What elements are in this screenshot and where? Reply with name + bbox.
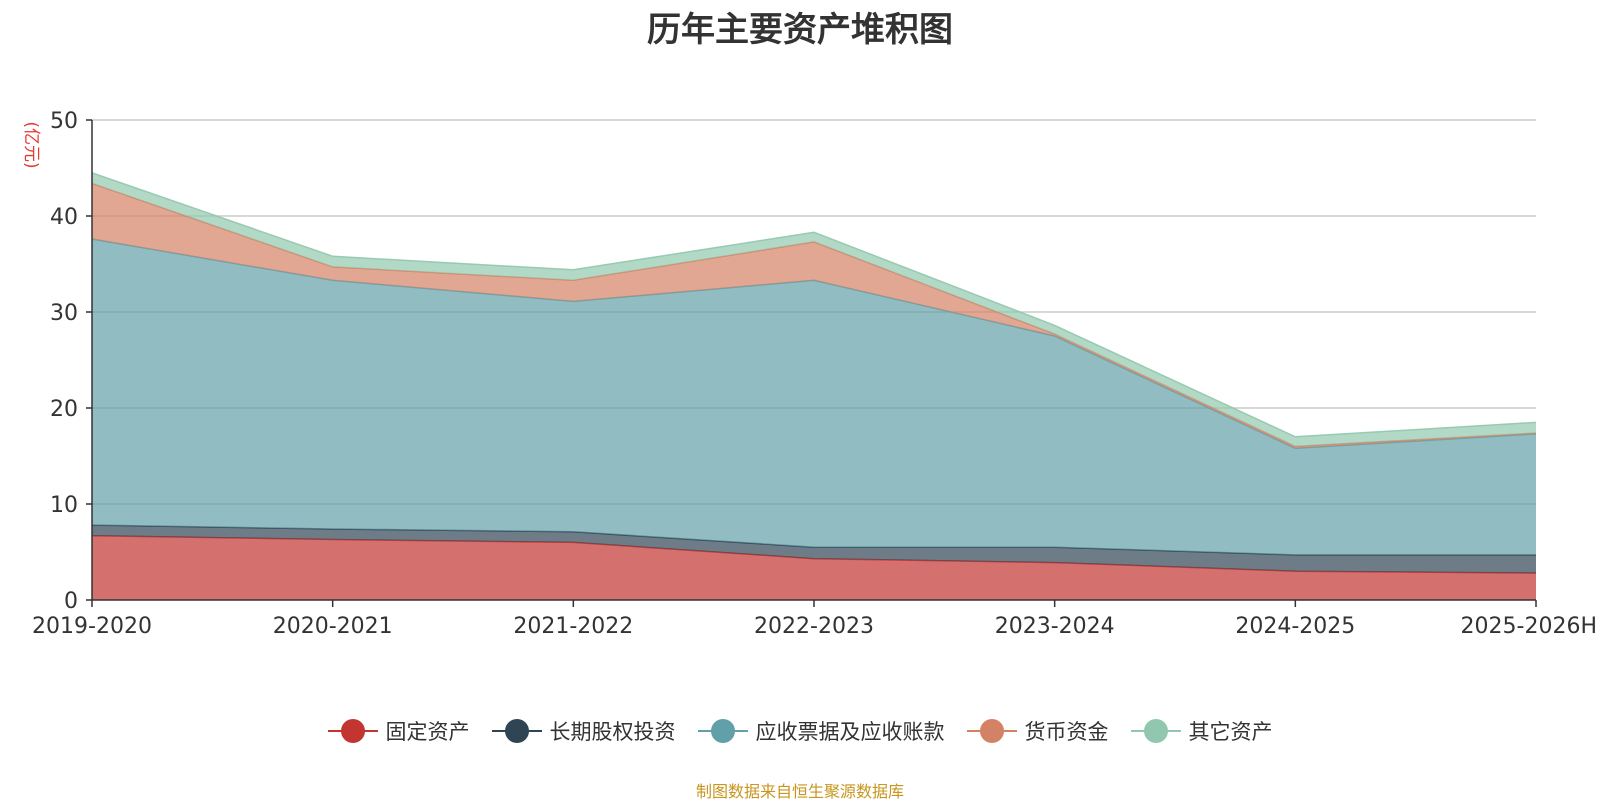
legend-dot-icon: [340, 719, 365, 743]
y-tick-label: 20: [50, 397, 78, 422]
source-note: 制图数据来自恒生聚源数据库: [695, 782, 904, 801]
legend-label: 其它资产: [1188, 720, 1273, 744]
y-tick-label: 10: [50, 493, 78, 518]
legend-swatch-icon: [697, 719, 748, 743]
area-series: [91, 172, 1537, 600]
legend: 固定资产 长期股权投资 应收票据及应收账款 货币资金 其它资产: [0, 716, 1600, 746]
x-tick-label: 2025-2026H: [1461, 614, 1597, 639]
legend-swatch-icon: [491, 719, 542, 743]
x-tick-label: 2024-2025: [1235, 614, 1355, 639]
legend-dot-icon: [710, 719, 735, 743]
legend-item-5[interactable]: 其它资产: [1130, 716, 1273, 746]
legend-item-2[interactable]: 长期股权投资: [491, 716, 676, 746]
legend-swatch-icon: [966, 719, 1017, 743]
legend-dot-icon: [1143, 719, 1168, 743]
legend-item-1[interactable]: 固定资产: [327, 716, 470, 746]
legend-label: 货币资金: [1024, 720, 1109, 744]
axis-ticks: 0 10 20 30 40 50 2019-2020 2020-2021 2021-2022 20…: [32, 109, 1597, 639]
area-series-1: [92, 535, 1536, 600]
y-axis-label: (亿元): [21, 121, 41, 168]
area-series-2: [92, 525, 1536, 574]
chart-title: 历年主要资产堆积图: [647, 10, 953, 50]
y-tick-label: 30: [50, 301, 78, 326]
x-tick-label: 2022-2023: [754, 614, 874, 639]
legend-swatch-icon: [327, 719, 378, 743]
x-tick-label: 2023-2024: [995, 614, 1115, 639]
legend-label: 固定资产: [385, 720, 470, 744]
series-line-5: [91, 172, 1537, 438]
x-tick-label: 2019-2020: [32, 614, 152, 639]
y-tick-label: 50: [50, 109, 78, 134]
legend-swatch-icon: [1130, 719, 1181, 743]
legend-label: 长期股权投资: [549, 720, 676, 744]
x-tick-label: 2020-2021: [273, 614, 393, 639]
legend-item-3[interactable]: 应收票据及应收账款: [697, 716, 945, 746]
legend-item-4[interactable]: 货币资金: [966, 716, 1109, 746]
area-series-3: [92, 239, 1536, 555]
legend-dot-icon: [979, 719, 1004, 743]
y-tick-label: 0: [64, 589, 78, 614]
legend-dot-icon: [504, 719, 529, 743]
x-tick-label: 2021-2022: [513, 614, 633, 639]
legend-label: 应收票据及应收账款: [755, 720, 945, 744]
y-tick-label: 40: [50, 205, 78, 230]
